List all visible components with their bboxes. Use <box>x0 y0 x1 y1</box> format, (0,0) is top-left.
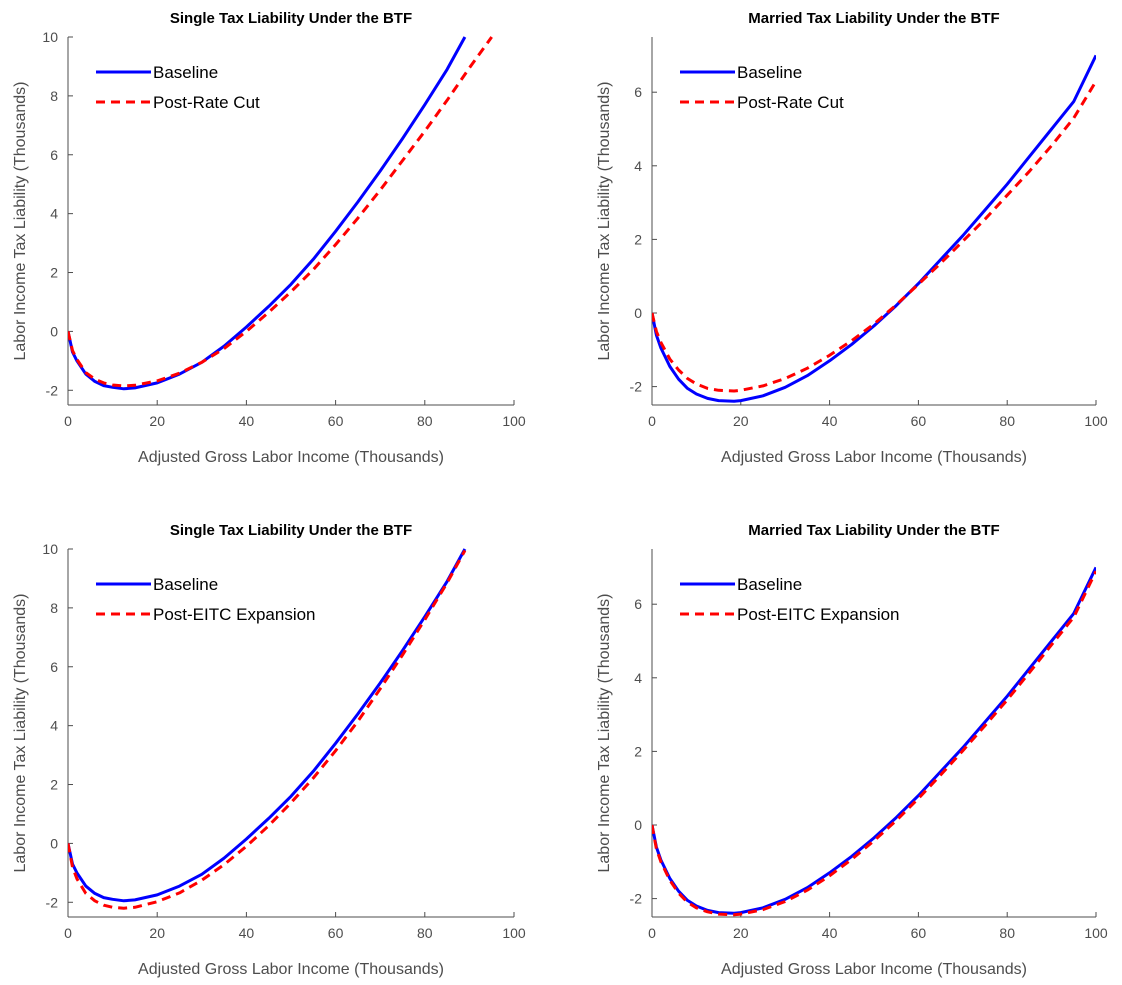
y-tick-label: 8 <box>50 600 58 616</box>
y-tick-label: -2 <box>630 891 643 907</box>
y-axis-label: Labor Income Tax Liability (Thousands) <box>596 594 613 873</box>
legend-label: Post-Rate Cut <box>153 93 260 112</box>
legend-label: Post-EITC Expansion <box>153 605 316 624</box>
x-tick-label: 80 <box>417 413 433 429</box>
y-tick-label: -2 <box>630 379 643 395</box>
x-tick-label: 40 <box>239 925 255 941</box>
baseline-series-line <box>68 36 467 391</box>
y-tick-label: 2 <box>634 231 642 247</box>
x-tick-label: 40 <box>239 413 255 429</box>
y-tick-label: -2 <box>46 382 59 398</box>
x-tick-label: 0 <box>64 925 72 941</box>
x-tick-label: 0 <box>648 413 656 429</box>
x-tick-label: 60 <box>328 925 344 941</box>
legend-label: Post-Rate Cut <box>737 93 844 112</box>
reform-series-line <box>68 36 493 388</box>
y-tick-label: 6 <box>50 659 58 675</box>
x-tick-label: 40 <box>822 413 838 429</box>
x-tick-label: 100 <box>1084 925 1108 941</box>
legend-label: Baseline <box>737 575 802 594</box>
y-tick-label: 2 <box>50 265 58 281</box>
x-tick-label: 20 <box>733 413 749 429</box>
reform-series-line <box>68 549 467 910</box>
y-tick-label: 0 <box>634 305 642 321</box>
x-axis-label: Adjusted Gross Labor Income (Thousands) <box>721 449 1027 466</box>
y-tick-label: 4 <box>634 158 642 174</box>
x-tick-label: 100 <box>1084 413 1108 429</box>
y-tick-label: 6 <box>634 596 642 612</box>
x-tick-label: 0 <box>648 925 656 941</box>
y-tick-label: 4 <box>50 718 58 734</box>
x-axis-label: Adjusted Gross Labor Income (Thousands) <box>721 961 1027 978</box>
baseline-series-line <box>68 548 467 903</box>
reform-series-line <box>652 80 1096 393</box>
legend-label: Baseline <box>153 575 218 594</box>
chart-title: Single Tax Liability Under the BTF <box>170 10 412 27</box>
y-tick-label: 0 <box>50 323 58 339</box>
x-tick-label: 20 <box>733 925 749 941</box>
x-tick-label: 20 <box>149 925 165 941</box>
y-tick-label: 2 <box>50 777 58 793</box>
x-tick-label: 80 <box>999 413 1015 429</box>
y-tick-label: 0 <box>634 817 642 833</box>
y-axis-label: Labor Income Tax Liability (Thousands) <box>12 594 29 873</box>
y-tick-label: 0 <box>50 835 58 851</box>
x-tick-label: 40 <box>822 925 838 941</box>
y-axis-label: Labor Income Tax Liability (Thousands) <box>596 82 613 361</box>
y-axis-label: Labor Income Tax Liability (Thousands) <box>12 82 29 361</box>
x-tick-label: 0 <box>64 413 72 429</box>
legend-label: Post-EITC Expansion <box>737 605 900 624</box>
x-tick-label: 100 <box>502 925 526 941</box>
x-tick-label: 80 <box>417 925 433 941</box>
reform-series-line <box>652 570 1096 917</box>
chart-title: Married Tax Liability Under the BTF <box>748 522 999 539</box>
y-tick-label: 4 <box>50 206 58 222</box>
y-tick-label: -2 <box>46 894 59 910</box>
x-tick-label: 60 <box>911 413 927 429</box>
x-axis-label: Adjusted Gross Labor Income (Thousands) <box>138 961 444 978</box>
y-tick-label: 6 <box>50 147 58 163</box>
chart-title: Married Tax Liability Under the BTF <box>748 10 999 27</box>
y-tick-label: 8 <box>50 88 58 104</box>
y-tick-label: 4 <box>634 670 642 686</box>
y-tick-label: 2 <box>634 743 642 759</box>
x-axis-label: Adjusted Gross Labor Income (Thousands) <box>138 449 444 466</box>
x-tick-label: 100 <box>502 413 526 429</box>
legend-label: Baseline <box>737 63 802 82</box>
y-tick-label: 6 <box>634 84 642 100</box>
x-tick-label: 60 <box>328 413 344 429</box>
x-tick-label: 20 <box>149 413 165 429</box>
baseline-series-line <box>652 54 1096 403</box>
x-tick-label: 80 <box>999 925 1015 941</box>
y-tick-label: 10 <box>42 541 58 557</box>
legend-label: Baseline <box>153 63 218 82</box>
y-tick-label: 10 <box>42 29 58 45</box>
chart-title: Single Tax Liability Under the BTF <box>170 522 412 539</box>
x-tick-label: 60 <box>911 925 927 941</box>
